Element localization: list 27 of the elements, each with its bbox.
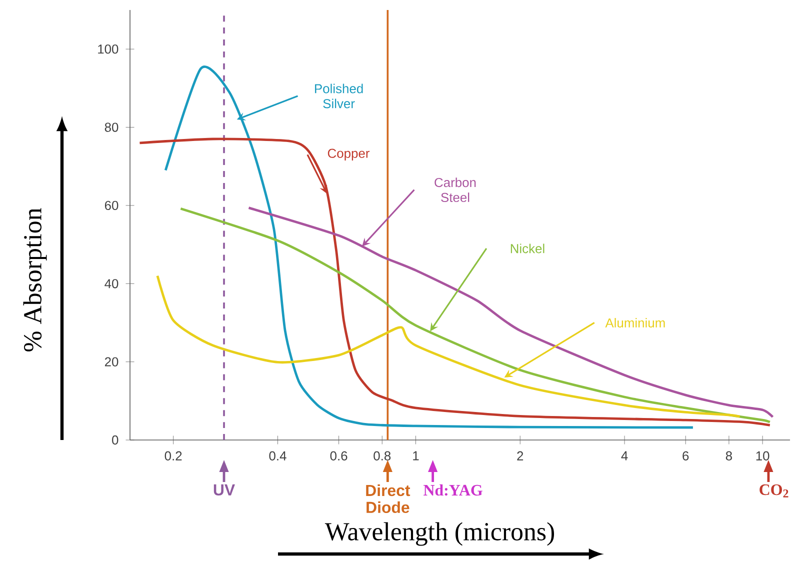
text: Aluminium (605, 318, 665, 328)
text: CO$_{2}$ (760, 484, 788, 498)
series-label: Copper (328, 148, 370, 160)
y-tick-label: 0 (112, 435, 118, 445)
y-axis-title: % Absorption (23, 208, 47, 352)
x-tick-label: 0.2 (164, 451, 182, 460)
y-tick-label: 40 (104, 279, 118, 288)
x-axis-title: Wavelength (microns) (324, 522, 554, 546)
x-tick-label: 10 (756, 451, 770, 460)
x-tick-label: 8 (726, 451, 732, 460)
text: Carbon Steel (434, 178, 476, 202)
text: Nd:YAG (424, 484, 482, 496)
x-tick-label: 2 (517, 451, 524, 460)
x-tick-label: 4 (621, 451, 628, 460)
x-tick-label: 0.8 (374, 451, 391, 460)
y-tick-label: 100 (98, 44, 118, 54)
ref-line-label: Direct Diode (366, 484, 410, 514)
y-tick-label: 80 (104, 122, 118, 132)
ref-line-label: UV (214, 484, 235, 496)
y-tick-label: 60 (104, 200, 118, 210)
text: Polished Silver (315, 84, 363, 108)
text: Nickel (510, 244, 544, 254)
x-tick-label: 0.4 (269, 451, 286, 460)
y-tick-label: 20 (104, 357, 118, 366)
x-tick-label: 0.6 (330, 451, 348, 460)
x-tick-label: 6 (682, 451, 689, 460)
x-tick-label: 1 (413, 451, 419, 460)
